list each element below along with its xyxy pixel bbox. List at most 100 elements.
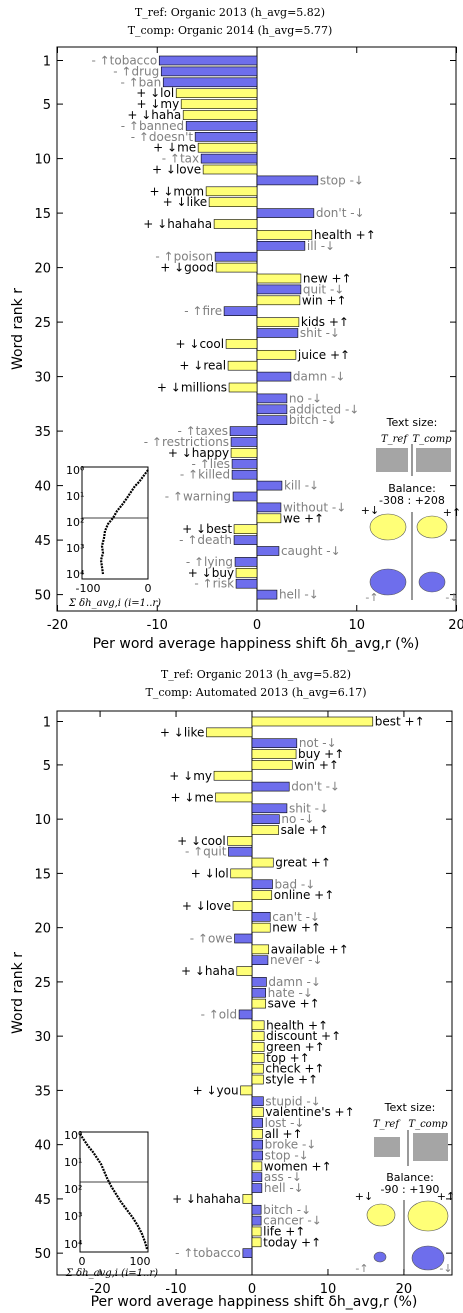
panel-2-balance-neg-down bbox=[411, 1245, 445, 1271]
panel-2-balance-label: Balance: bbox=[386, 1171, 434, 1184]
panel-1-word-label: - ↑ban bbox=[120, 75, 161, 89]
panel-1-bar-my bbox=[180, 99, 258, 109]
panel-2-xtick-label: -10 bbox=[165, 1282, 186, 1297]
panel-1-bar-lol bbox=[175, 88, 258, 98]
panel-2-word-label: win +↑ bbox=[294, 758, 339, 772]
panel-1-bar-stop bbox=[256, 175, 319, 186]
panel-2-bar-stupid bbox=[251, 1096, 264, 1107]
panel-1-bar-win bbox=[256, 295, 301, 306]
panel-2-word-label: don't -↓ bbox=[291, 780, 340, 794]
panel-2-bar-style bbox=[251, 1074, 264, 1085]
panel-1-inset-cumulative-curve bbox=[99, 469, 149, 575]
panel-1-bar-health bbox=[256, 230, 313, 240]
panel-1-quadrant-sign-2: -↑ bbox=[365, 591, 378, 604]
panel-1-bar-kids bbox=[256, 317, 300, 327]
panel-2-word-label: broke -↓ bbox=[265, 1138, 317, 1152]
panel-1-word-label: - ↑taxes bbox=[177, 424, 228, 438]
panel-1-word-label: - ↑death bbox=[179, 533, 232, 547]
panel-2-bar-hell bbox=[251, 1183, 263, 1193]
panel-1-word-label: - ↑tobacco bbox=[91, 54, 157, 68]
panel-2-bar-win bbox=[251, 760, 293, 770]
panel-1-word-label: health +↑ bbox=[314, 228, 376, 242]
panel-2-bar-dont bbox=[251, 781, 290, 792]
panel-2-bar-my bbox=[213, 770, 253, 781]
panel-2-bar-check bbox=[251, 1063, 264, 1074]
panel-2-bar-shit bbox=[251, 803, 288, 814]
panel-2-quadrant-sign-1: +↑ bbox=[437, 1190, 455, 1203]
panel-2-quadrant-sign-3: -↓ bbox=[439, 1262, 452, 1275]
panel-1-quadrant-sign-1: +↑ bbox=[443, 506, 461, 519]
panel-2-word-label: ass -↓ bbox=[264, 1170, 302, 1184]
panel-2-bar-damn bbox=[251, 977, 267, 987]
panel-1-size-label-comp: T_comp bbox=[412, 434, 452, 445]
panel-1-word-label: - ↑drug bbox=[113, 64, 159, 78]
panel-2-word-label: bad -↓ bbox=[275, 877, 316, 891]
panel-1-bar-quit bbox=[256, 284, 302, 295]
panel-1-bar-warning bbox=[232, 491, 258, 502]
panel-1-word-label: + ↓love bbox=[152, 163, 201, 177]
panel-1-bar-haha bbox=[182, 110, 258, 120]
panel-2-bar-never bbox=[251, 955, 269, 966]
panel-1-word-label: - ↑doesn't bbox=[131, 130, 194, 144]
panel-1-bar-me bbox=[197, 142, 258, 153]
panel-2-ytick-label: 15 bbox=[34, 867, 51, 882]
panel-2-bars bbox=[206, 716, 374, 1258]
panel-1-bar-cool bbox=[225, 339, 258, 349]
panel-2-xtick-label: 0 bbox=[248, 1282, 256, 1297]
panel-2-bar-cool bbox=[227, 836, 253, 846]
panel-2-ytick-label: 35 bbox=[34, 1084, 51, 1099]
panel-2-bar-owe bbox=[234, 933, 253, 944]
panel-2-bar-ass bbox=[251, 1172, 263, 1182]
panel-1-word-label: + ↓mom bbox=[149, 184, 204, 198]
panel-2-bar-top bbox=[251, 1053, 265, 1063]
panel-2-word-label: check +↑ bbox=[265, 1062, 324, 1076]
panel-1-bar-drug bbox=[160, 66, 258, 77]
panel-1-size-label-ref: T_ref bbox=[381, 434, 409, 445]
panel-1-legend: Text size: T_ref T_comp Balance: -308 : … bbox=[361, 416, 461, 604]
panel-1-bar-love bbox=[202, 164, 258, 175]
panel-2-bar-green bbox=[251, 1042, 265, 1052]
panel-1-inset-xtick-left: -100 bbox=[76, 582, 101, 595]
panel-1-word-label: + ↓haha bbox=[127, 108, 181, 122]
panel-2-bar-me bbox=[215, 792, 253, 803]
panel-1-ytick-label: 5 bbox=[43, 98, 51, 113]
panel-1-word-label: - ↑risk bbox=[194, 577, 234, 591]
panel-2-word-label: no -↓ bbox=[281, 812, 314, 826]
panel-2-size-label-ref: T_ref bbox=[373, 1119, 401, 1130]
panel-2-bar-new bbox=[251, 922, 271, 933]
panel-1-bar-no bbox=[256, 393, 288, 404]
panel-1-bar-best bbox=[233, 524, 258, 535]
panel-1-bar-killed bbox=[231, 469, 258, 480]
panel-1-quadrant-sign-0: +↓ bbox=[361, 504, 379, 517]
panel-1-ytick-label: 40 bbox=[34, 480, 51, 495]
panel-1-balance-neg-down bbox=[418, 571, 446, 593]
panel-2-word-label: green +↑ bbox=[266, 1040, 325, 1054]
panel-1-bar-risk bbox=[235, 578, 258, 589]
panel-2-bar-cancer bbox=[251, 1215, 262, 1226]
panel-2-plot-frame bbox=[56, 710, 453, 1276]
panel-1-word-label: - ↑banned bbox=[121, 119, 184, 133]
panel-2-ytick-label: 25 bbox=[34, 976, 51, 991]
panel-1-word-label: - ↑lies bbox=[192, 457, 231, 471]
panel-1-word-label: - ↑lying bbox=[186, 555, 233, 569]
panel-1-balance-pos-up bbox=[416, 515, 448, 539]
panel-2-word-label: stop -↓ bbox=[265, 1149, 309, 1163]
panel-2-bar-health bbox=[251, 1020, 265, 1031]
panel-2-y-axis-label: Word rank r bbox=[10, 952, 26, 1034]
panel-2-ytick-label: 20 bbox=[34, 922, 51, 937]
panel-1-ytick-label: 1 bbox=[43, 55, 51, 70]
panel-1-inset-xlabel: Σ δh_avg,i (i=1..r) bbox=[68, 598, 161, 609]
panel-2-text-size-label: Text size: bbox=[384, 1101, 436, 1114]
panel-1-word-label: new +↑ bbox=[303, 272, 352, 286]
panel-1-xtick-label: -20 bbox=[47, 618, 68, 633]
panel-2-word-label: can't -↓ bbox=[272, 910, 320, 924]
panel-1-bar-real bbox=[227, 360, 258, 371]
panel-2-balance-pos-down bbox=[366, 1203, 396, 1227]
panel-1-ytick-label: 35 bbox=[34, 425, 51, 440]
panel-1-bar-lying bbox=[234, 557, 258, 567]
panel-2-bar-women bbox=[251, 1161, 263, 1172]
panel-1-word-label: + ↓best bbox=[182, 522, 232, 536]
panel-2-inset-xtick-left: 0 bbox=[79, 1255, 86, 1268]
panel-1-word-label: + ↓hahaha bbox=[143, 217, 212, 231]
panel-2-inset-ytick-1: 10¹ bbox=[64, 1156, 82, 1169]
